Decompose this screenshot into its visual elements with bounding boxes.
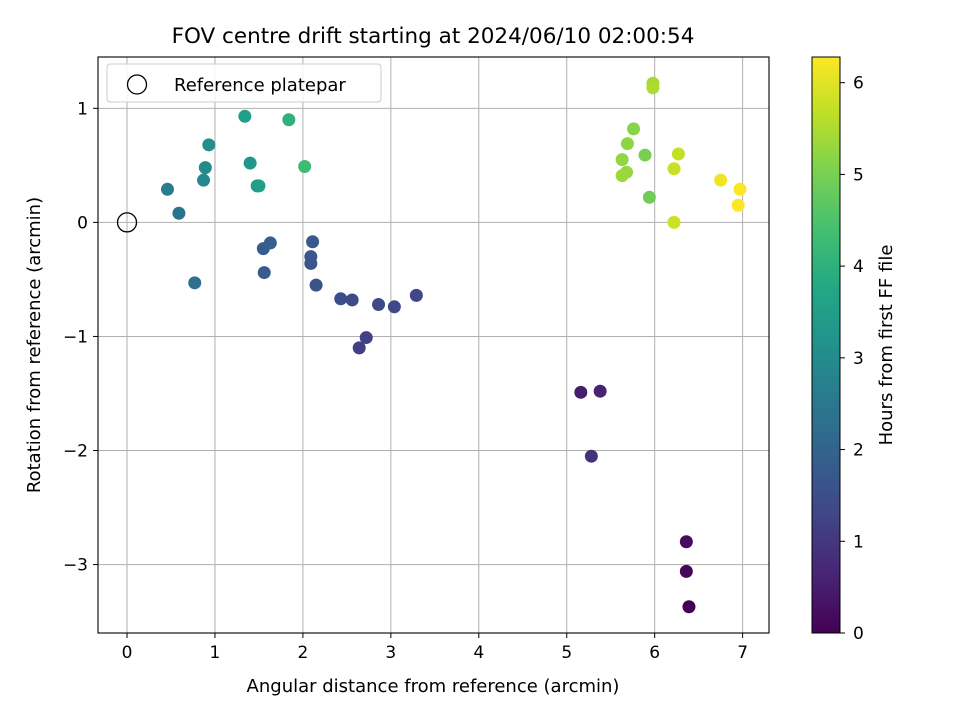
data-point [409, 288, 423, 302]
legend-reference-marker [126, 74, 148, 95]
colorbar-tick-label: 3 [853, 349, 864, 369]
x-tick-label: 1 [210, 643, 221, 663]
data-point [615, 153, 629, 167]
data-point [714, 173, 728, 187]
data-point [574, 385, 588, 399]
x-tick-label: 3 [385, 643, 396, 663]
data-point [197, 173, 211, 187]
data-point [646, 81, 660, 95]
data-point [334, 292, 348, 306]
data-point [682, 600, 696, 614]
x-tick-label: 0 [122, 643, 133, 663]
data-point [584, 449, 598, 463]
y-tick-label: 0 [77, 213, 88, 233]
data-point [352, 341, 366, 355]
legend: Reference platepar [106, 63, 382, 103]
colorbar: 0 1 2 3 4 5 6 Hours from first FF file [811, 56, 897, 644]
data-point [667, 215, 681, 229]
data-point [172, 206, 186, 220]
y-tick-label: −2 [63, 442, 88, 462]
x-tick-label: 5 [561, 643, 572, 663]
data-point [160, 182, 174, 196]
plot-frame [97, 56, 770, 634]
data-point [306, 235, 320, 249]
colorbar-tick-label: 6 [853, 74, 864, 94]
data-point [345, 293, 359, 307]
colorbar-tick-label: 2 [853, 441, 864, 461]
data-point [731, 198, 745, 212]
data-point [243, 156, 257, 170]
colorbar-ticks: 0 1 2 3 4 5 6 [840, 74, 864, 644]
y-tick-label: −1 [63, 327, 88, 347]
chart-title: FOV centre drift starting at 2024/06/10 … [172, 24, 695, 49]
legend-box [106, 63, 382, 103]
data-point [387, 300, 401, 314]
data-point [202, 138, 216, 152]
data-point [593, 384, 607, 398]
reference-platepar-marker [116, 212, 138, 233]
data-point [733, 182, 747, 196]
data-point [620, 137, 634, 151]
data-point [263, 236, 277, 250]
data-points [116, 76, 747, 614]
data-point [667, 162, 681, 176]
y-tick-label: 1 [77, 99, 88, 119]
data-point [282, 113, 296, 127]
colorbar-label: Hours from first FF file [876, 245, 897, 446]
data-point [188, 276, 202, 290]
colorbar-gradient [811, 56, 841, 634]
x-axis-label: Angular distance from reference (arcmin) [247, 676, 620, 697]
x-tick-label: 2 [297, 643, 308, 663]
data-point [679, 564, 693, 578]
y-axis-label: Rotation from reference (arcmin) [24, 197, 45, 493]
x-tick-label: 4 [473, 643, 484, 663]
data-point [298, 159, 312, 173]
colorbar-tick-label: 0 [853, 624, 864, 644]
data-point [638, 148, 652, 162]
x-tick-label: 6 [649, 643, 660, 663]
data-point [238, 109, 252, 123]
data-point [252, 179, 266, 193]
data-point [198, 161, 212, 175]
data-point [671, 147, 685, 161]
y-tick-label: −3 [63, 556, 88, 576]
data-point [257, 266, 271, 280]
data-point [304, 250, 318, 264]
colorbar-tick-label: 4 [853, 257, 864, 277]
colorbar-tick-label: 5 [853, 165, 864, 185]
data-point [679, 535, 693, 549]
data-point [372, 298, 386, 312]
data-point [615, 169, 629, 183]
data-point [627, 122, 641, 136]
grid-lines [98, 57, 769, 633]
data-point [359, 331, 373, 345]
colorbar-tick-label: 1 [853, 532, 864, 552]
data-point [309, 278, 323, 292]
x-tick-label: 7 [737, 643, 748, 663]
axes: 0 1 2 3 4 5 6 7 1 0 −1 −2 −3 [63, 56, 770, 663]
legend-label-reference-platepar: Reference platepar [174, 75, 346, 96]
data-point [642, 190, 656, 204]
